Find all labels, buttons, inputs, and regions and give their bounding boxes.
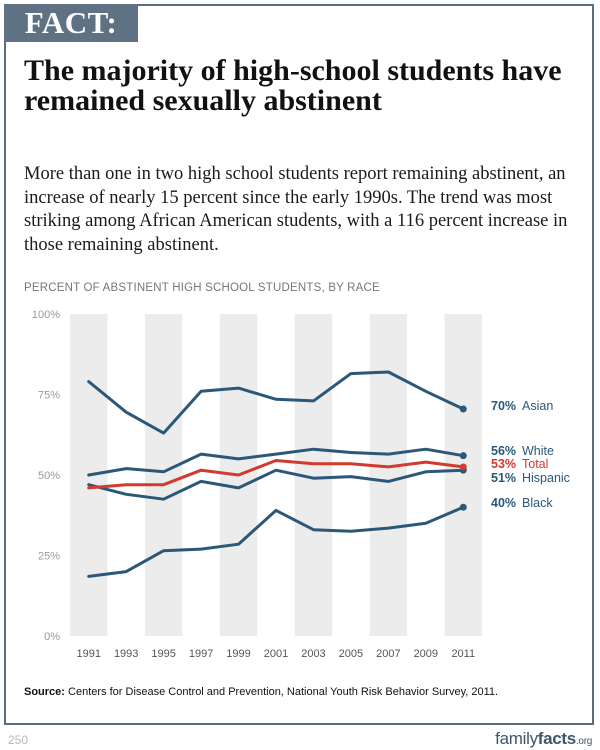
source-text: Centers for Disease Control and Preventi… (68, 686, 499, 698)
plot-band (444, 314, 482, 636)
series-line-white (87, 447, 465, 477)
series-end-value-hispanic: 51% (491, 471, 516, 485)
x-tick-label: 2007 (376, 648, 400, 660)
series-label-asian: Asian (522, 399, 553, 413)
series-end-value-black: 40% (491, 496, 516, 510)
y-tick-label: 0% (44, 631, 60, 643)
headline: The majority of high-school students hav… (24, 54, 562, 117)
fact-tag: FACT: (4, 4, 138, 42)
summary-text: More than one in two high school student… (24, 164, 568, 255)
series-line-total (87, 459, 465, 490)
x-tick-label: 1997 (189, 648, 213, 660)
series-end-value-asian: 70% (491, 399, 516, 413)
brand-part-2: facts (537, 729, 576, 748)
x-tick-label: 2005 (339, 648, 363, 660)
series-line-hispanic (87, 468, 465, 501)
plot-band (144, 314, 183, 636)
y-tick-label: 100% (32, 309, 60, 321)
x-tick-label: 1995 (151, 648, 175, 660)
series-end-marker-white (459, 452, 467, 460)
y-tick-label: 75% (38, 390, 60, 402)
series-label-white: White (522, 444, 554, 458)
y-tick-label: 25% (38, 551, 60, 563)
x-tick-label: 2001 (264, 648, 288, 660)
series-line-black (87, 505, 465, 578)
x-tick-label: 1991 (76, 648, 100, 660)
series-end-value-white: 56% (491, 444, 516, 458)
x-tick-label: 2011 (451, 648, 475, 660)
brand-logo: familyfacts.org (495, 729, 592, 749)
chart-title: PERCENT OF ABSTINENT HIGH SCHOOL STUDENT… (24, 282, 380, 294)
plot-band (369, 314, 408, 636)
y-tick-label: 50% (38, 470, 60, 482)
x-tick-label: 2009 (414, 648, 438, 660)
series-end-marker-black (459, 503, 467, 511)
series-line-asian (87, 370, 465, 435)
brand-part-3: .org (575, 736, 592, 747)
series-label-hispanic: Hispanic (522, 471, 570, 485)
line-chart: 0% 25% 50% 75% 100% 1991 1993 1995 1997 1999 2001 2… (32, 309, 570, 660)
source-note: Source: Centers for Disease Control and … (24, 686, 498, 698)
x-tick-label: 1993 (114, 648, 138, 660)
brand-part-1: family (495, 729, 538, 748)
series-end-marker-total (459, 463, 467, 471)
x-tick-label: 1999 (226, 648, 250, 660)
source-label: Source: (24, 686, 65, 698)
series-label-total: Total (522, 457, 548, 471)
series-end-value-total: 53% (491, 457, 516, 471)
page-number: 250 (8, 733, 29, 747)
series-label-black: Black (522, 496, 553, 510)
card-frame (4, 4, 594, 725)
x-tick-label: 2003 (301, 648, 325, 660)
series-end-marker-asian (459, 405, 467, 413)
